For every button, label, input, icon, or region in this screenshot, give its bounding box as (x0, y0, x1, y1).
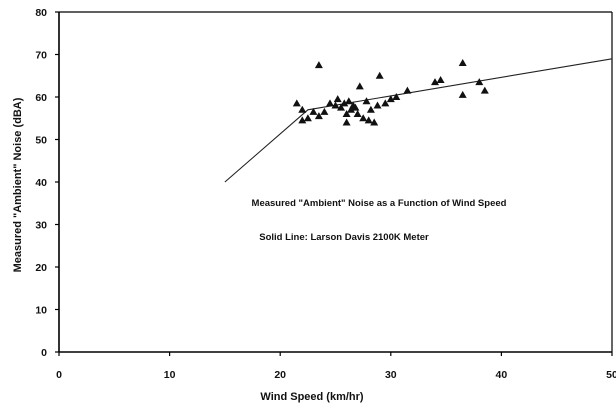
data-point-triangle (381, 99, 390, 107)
y-tick-label: 80 (35, 7, 47, 19)
data-point-triangle (436, 76, 445, 83)
y-tick-label: 70 (35, 50, 47, 62)
trend-line (224, 58, 613, 183)
data-point-triangle (364, 116, 373, 124)
tick-marks (55, 11, 613, 356)
y-tick-label: 60 (35, 92, 47, 104)
data-point-triangle (458, 59, 467, 66)
x-tick-label: 10 (164, 369, 176, 381)
data-point-triangle (458, 90, 467, 98)
data-point-triangle (344, 97, 353, 105)
data-point-triangle (314, 61, 323, 69)
data-point-triangle (355, 82, 364, 90)
data-point-triangle (353, 110, 362, 117)
data-point-triangle (375, 71, 384, 79)
chart-annotation-title: Measured "Ambient" Noise as a Function o… (252, 198, 507, 209)
data-point-triangle (342, 118, 351, 126)
tick-labels: 0 10 20 30 40 50 60 70 80 0 10 20 30 40 50 (35, 7, 616, 381)
data-point-triangle (366, 105, 375, 113)
data-point-triangle (331, 101, 340, 109)
data-point-triangle (347, 105, 355, 113)
x-axis-label: Wind Speed (km/hr) (260, 391, 364, 403)
y-tick-label: 40 (35, 177, 47, 189)
data-point-triangle (298, 116, 307, 124)
y-tick-label: 30 (35, 220, 47, 232)
data-point-triangle (320, 107, 329, 115)
scatter-points (292, 59, 489, 126)
y-tick-label: 20 (35, 262, 47, 274)
x-tick-label: 50 (606, 369, 616, 381)
y-axis-label: Measured "Ambient" Noise (dBA) (12, 97, 24, 272)
data-point-triangle (392, 93, 401, 100)
data-point-triangle (309, 107, 318, 115)
chart-annotation-meter: Solid Line: Larson Davis 2100K Meter (259, 232, 429, 243)
x-tick-label: 40 (496, 369, 508, 381)
x-tick-label: 30 (385, 369, 397, 381)
y-tick-label: 0 (41, 347, 47, 359)
data-point-triangle (359, 114, 368, 122)
data-point-triangle (351, 103, 360, 111)
line-series (224, 58, 613, 183)
y-tick-label: 50 (35, 135, 47, 147)
data-point-triangle (373, 101, 382, 109)
x-tick-label: 20 (274, 369, 286, 381)
axes (58, 11, 613, 353)
data-point-triangle (303, 114, 312, 122)
data-point-triangle (431, 78, 439, 86)
data-point-triangle (292, 99, 301, 107)
data-point-triangle (337, 103, 345, 111)
data-point-triangle (314, 112, 323, 120)
data-point-triangle (370, 118, 379, 126)
x-tick-label: 0 (56, 369, 62, 381)
data-point-triangle (333, 95, 342, 103)
data-point-triangle (342, 110, 351, 117)
y-tick-label: 10 (35, 305, 47, 317)
data-point-triangle (340, 99, 349, 107)
data-point-triangle (362, 97, 371, 105)
data-point-triangle (326, 99, 334, 107)
data-point-triangle (480, 86, 489, 94)
data-point-triangle (475, 78, 484, 86)
data-point-triangle (298, 105, 307, 113)
data-point-triangle (403, 86, 412, 94)
data-point-triangle (386, 95, 395, 103)
